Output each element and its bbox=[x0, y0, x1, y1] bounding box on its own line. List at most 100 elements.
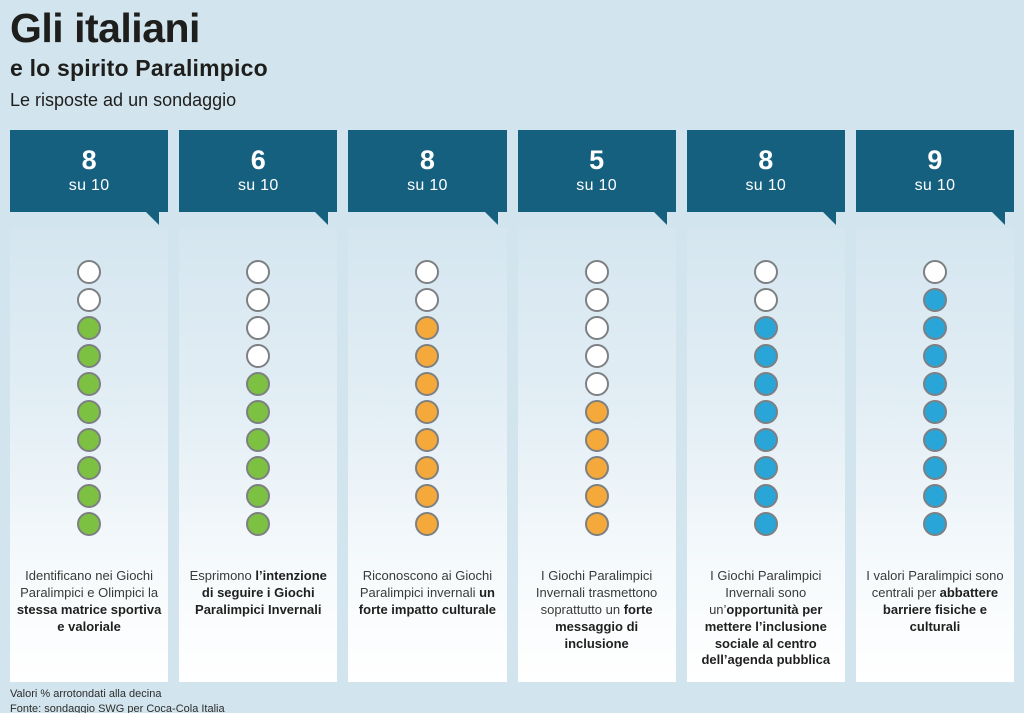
filled-dot bbox=[922, 456, 947, 480]
empty-dot bbox=[246, 260, 271, 284]
filled-dot bbox=[415, 428, 440, 452]
filled-dot bbox=[415, 400, 440, 424]
statement-regular: Identificano nei Giochi Paralimpici e Ol… bbox=[20, 568, 159, 600]
statement-regular: I Giochi Paralimpici Invernali trasmetto… bbox=[535, 568, 658, 617]
filled-dot bbox=[77, 428, 102, 452]
empty-dot bbox=[584, 260, 609, 284]
filled-dot bbox=[753, 456, 778, 480]
empty-dot bbox=[584, 372, 609, 396]
columns-row: 8 su 10 Identificano nei Giochi Paralimp… bbox=[0, 130, 1024, 682]
dot-chart bbox=[246, 260, 271, 540]
filled-dot bbox=[922, 316, 947, 340]
filled-dot bbox=[77, 400, 102, 424]
empty-dot bbox=[753, 260, 778, 284]
survey-column-4: 5 su 10 I Giochi Paralimpici Invernali t… bbox=[517, 130, 676, 682]
statement-bold: forte messaggio di inclusione bbox=[555, 601, 653, 651]
score-badge: 8 su 10 bbox=[348, 130, 507, 225]
score-value: 8 bbox=[419, 145, 435, 175]
filled-dot bbox=[246, 372, 271, 396]
score-badge: 6 su 10 bbox=[179, 130, 338, 225]
column-card: I Giochi Paralimpici Invernali sono un’o… bbox=[686, 228, 845, 682]
filled-dot bbox=[753, 316, 778, 340]
filled-dot bbox=[415, 372, 440, 396]
column-card: I Giochi Paralimpici Invernali trasmetto… bbox=[517, 228, 676, 682]
filled-dot bbox=[246, 512, 271, 536]
score-scale: su 10 bbox=[68, 177, 110, 194]
column-card: Riconoscono ai Giochi Paralimpici invern… bbox=[348, 228, 507, 682]
dot-chart bbox=[415, 260, 440, 540]
survey-column-2: 6 su 10 Esprimono l’intenzione di seguir… bbox=[179, 130, 338, 682]
filled-dot bbox=[415, 484, 440, 508]
filled-dot bbox=[77, 372, 102, 396]
statement-regular: Riconoscono ai Giochi Paralimpici invern… bbox=[359, 568, 493, 600]
score-badge: 9 su 10 bbox=[855, 130, 1015, 225]
filled-dot bbox=[246, 428, 271, 452]
statement-regular: I valori Paralimpici sono centrali per bbox=[866, 568, 1004, 600]
empty-dot bbox=[753, 288, 778, 312]
dot-chart bbox=[77, 260, 102, 540]
statement-text: Identificano nei Giochi Paralimpici e Ol… bbox=[10, 568, 168, 636]
score-value: 6 bbox=[250, 145, 266, 175]
statement-text: I valori Paralimpici sono centrali per a… bbox=[856, 568, 1014, 636]
filled-dot bbox=[77, 484, 102, 508]
empty-dot bbox=[246, 316, 271, 340]
filled-dot bbox=[922, 372, 947, 396]
statement-bold: stessa matrice sportiva e valoriale bbox=[16, 601, 162, 634]
filled-dot bbox=[584, 428, 609, 452]
statement-text: I Giochi Paralimpici Invernali trasmetto… bbox=[518, 568, 676, 652]
page-subtitle: e lo spirito Paralimpico bbox=[10, 54, 268, 81]
footer-note: Valori % arrotondati alla decina bbox=[10, 688, 162, 700]
filled-dot bbox=[584, 512, 609, 536]
survey-column-1: 8 su 10 Identificano nei Giochi Paralimp… bbox=[10, 130, 169, 682]
dot-chart bbox=[584, 260, 609, 540]
column-card: Esprimono l’intenzione di seguire i Gioc… bbox=[179, 228, 338, 682]
empty-dot bbox=[584, 288, 609, 312]
filled-dot bbox=[246, 400, 271, 424]
filled-dot bbox=[415, 456, 440, 480]
survey-column-3: 8 su 10 Riconoscono ai Giochi Paralimpic… bbox=[348, 130, 507, 682]
filled-dot bbox=[753, 400, 778, 424]
empty-dot bbox=[922, 260, 947, 284]
survey-column-6: 9 su 10 I valori Paralimpici sono centra… bbox=[855, 130, 1015, 682]
filled-dot bbox=[922, 512, 947, 536]
footer-source: Fonte: sondaggio SWG per Coca-Cola Itali… bbox=[10, 702, 225, 713]
statement-text: Esprimono l’intenzione di seguire i Gioc… bbox=[179, 568, 337, 619]
statement-bold: abbattere barriere fisiche e culturali bbox=[882, 584, 999, 634]
statement-bold: opportunità per mettere l’inclusione soc… bbox=[701, 601, 831, 668]
filled-dot bbox=[922, 288, 947, 312]
filled-dot bbox=[753, 372, 778, 396]
page-title: Gli italiani bbox=[10, 5, 200, 51]
statement-text: Riconoscono ai Giochi Paralimpici invern… bbox=[348, 568, 506, 619]
empty-dot bbox=[77, 288, 102, 312]
empty-dot bbox=[246, 288, 271, 312]
score-scale: su 10 bbox=[237, 177, 279, 194]
filled-dot bbox=[77, 456, 102, 480]
empty-dot bbox=[415, 288, 440, 312]
filled-dot bbox=[753, 344, 778, 368]
filled-dot bbox=[922, 400, 947, 424]
filled-dot bbox=[584, 484, 609, 508]
empty-dot bbox=[415, 260, 440, 284]
column-card: Identificano nei Giochi Paralimpici e Ol… bbox=[10, 228, 169, 682]
filled-dot bbox=[922, 344, 947, 368]
score-badge: 8 su 10 bbox=[10, 130, 169, 225]
score-value: 9 bbox=[927, 145, 943, 175]
dot-chart bbox=[753, 260, 778, 540]
page-header: Gli italiani e lo spirito Paralimpico Le… bbox=[0, 0, 1024, 130]
filled-dot bbox=[246, 484, 271, 508]
dot-chart bbox=[922, 260, 947, 540]
score-scale: su 10 bbox=[745, 177, 787, 194]
statement-bold: un forte impatto culturale bbox=[358, 584, 497, 617]
score-value: 5 bbox=[589, 145, 605, 175]
score-scale: su 10 bbox=[407, 177, 448, 194]
empty-dot bbox=[584, 316, 609, 340]
filled-dot bbox=[922, 428, 947, 452]
filled-dot bbox=[77, 512, 102, 536]
filled-dot bbox=[922, 484, 947, 508]
column-card: I valori Paralimpici sono centrali per a… bbox=[855, 228, 1015, 682]
empty-dot bbox=[584, 344, 609, 368]
empty-dot bbox=[246, 344, 271, 368]
filled-dot bbox=[415, 344, 440, 368]
statement-bold: l’intenzione di seguire i Giochi Paralim… bbox=[195, 568, 327, 617]
